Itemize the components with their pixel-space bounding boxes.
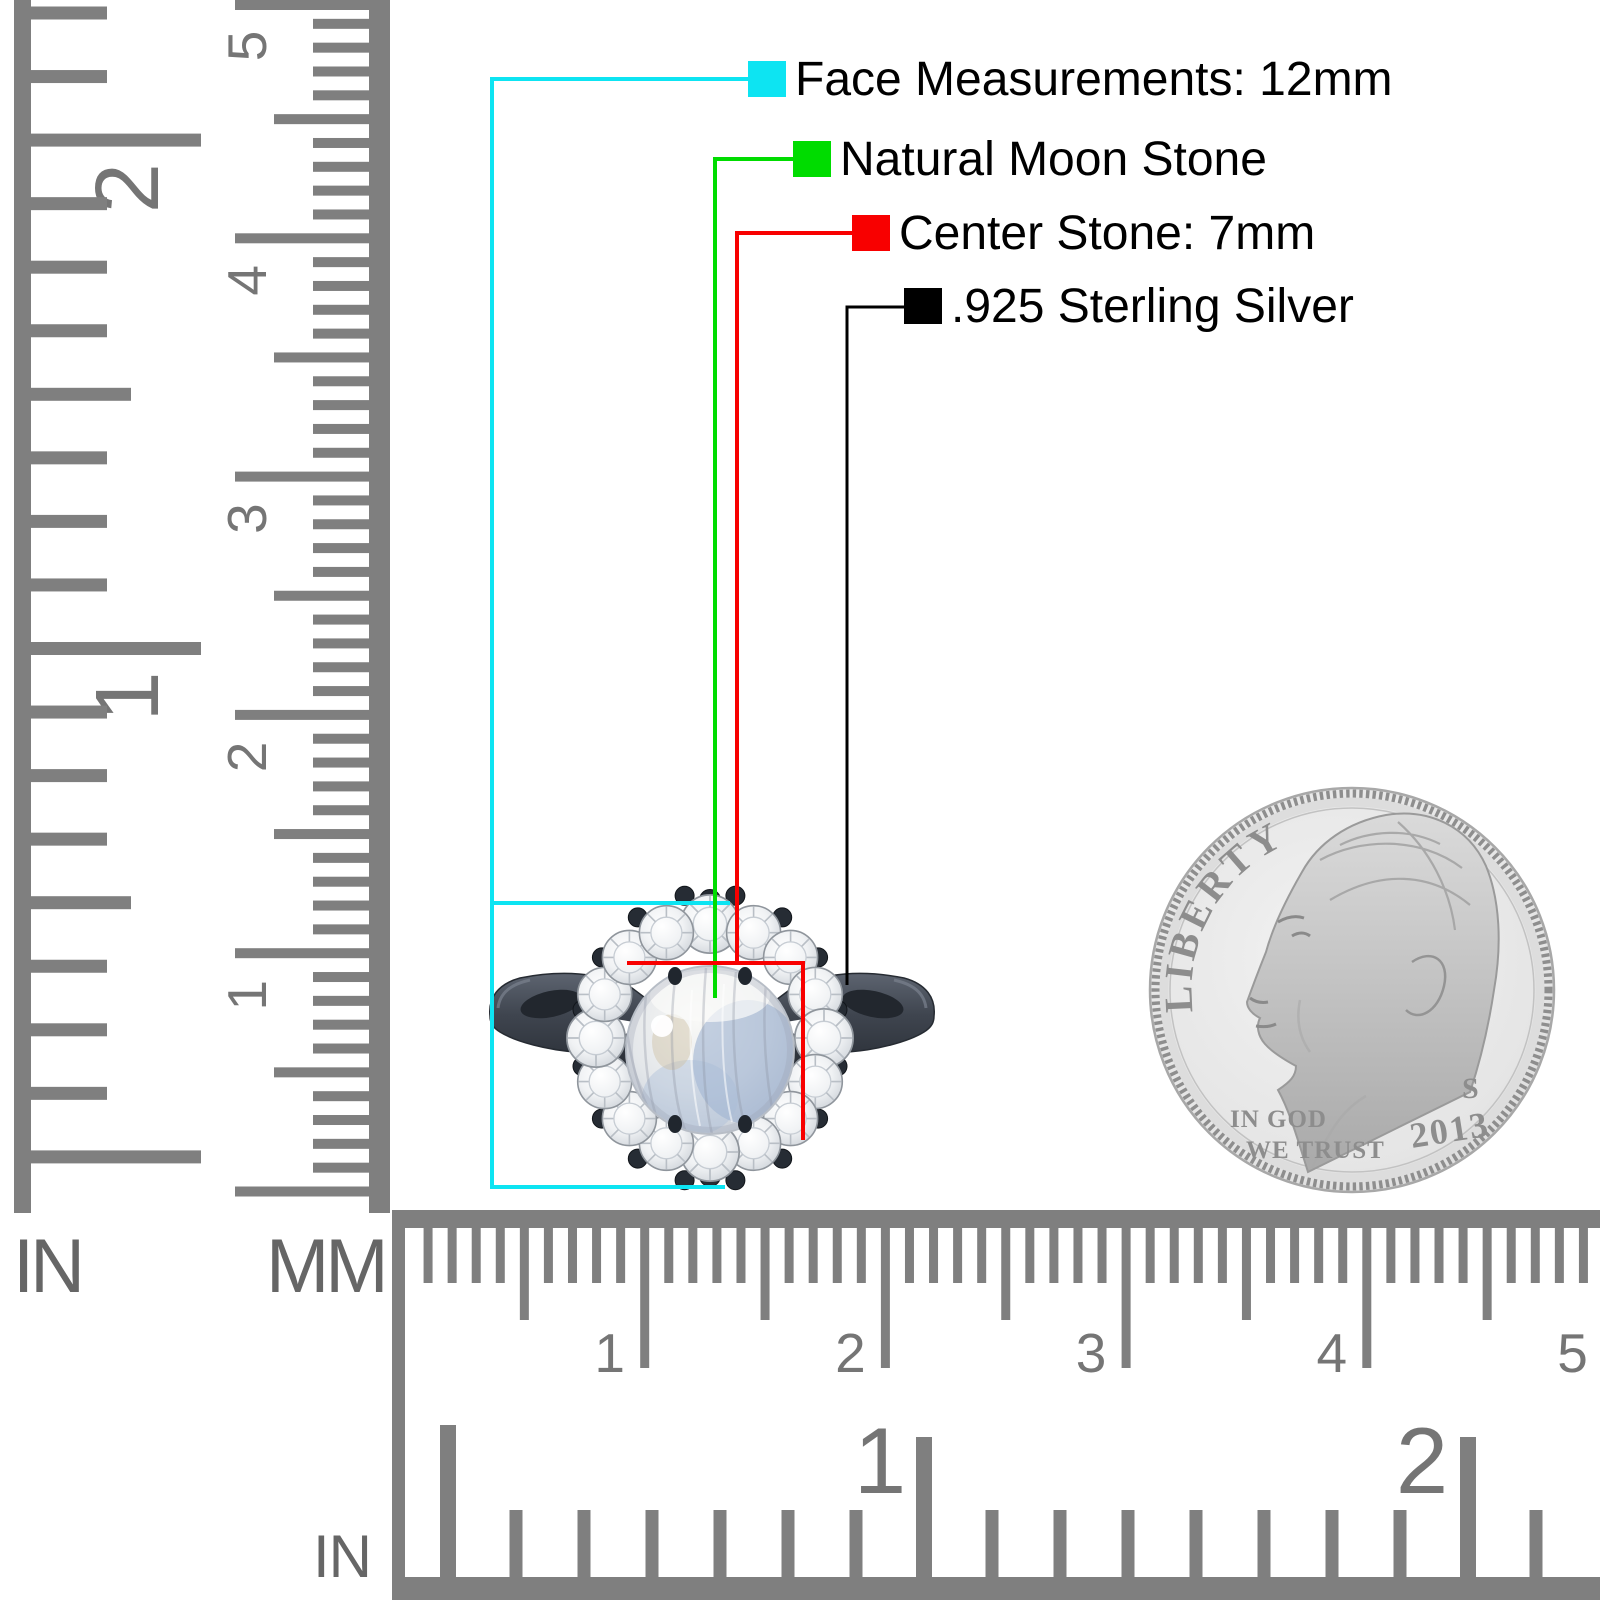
black-swatch-icon: [904, 288, 942, 324]
stone-prongs: [668, 967, 752, 1133]
ruler-number: 2: [1396, 1408, 1448, 1513]
legend-item-center-stone: Center Stone: 7mm: [852, 205, 1315, 261]
legend-item-sterling-silver: .925 Sterling Silver: [904, 278, 1354, 334]
dime-coin: LIBERTY IN GOD WE TRUST 2013 S: [1148, 786, 1556, 1194]
legend-label: Center Stone: 7mm: [899, 206, 1316, 260]
ruler-number: 3: [216, 503, 278, 534]
ruler-number: 1: [594, 1322, 625, 1384]
coin-motto-line1: IN GOD: [1230, 1106, 1327, 1133]
ruler-number: 2: [216, 742, 278, 773]
legend-label: .925 Sterling Silver: [951, 279, 1354, 333]
green-swatch-icon: [793, 141, 831, 177]
ruler-number: 1: [854, 1408, 906, 1513]
mm-ruler-unit-label: MM: [266, 1224, 389, 1309]
inch-ruler-unit-label: IN: [13, 1224, 85, 1309]
ring-illustration: [489, 885, 935, 1191]
ruler-number: 4: [1317, 1322, 1348, 1384]
ruler-number: 1: [216, 980, 278, 1011]
inch-ruler-vertical: 21: [14, 0, 201, 1213]
ruler-number: 4: [216, 265, 278, 296]
legend-label: Natural Moon Stone: [840, 132, 1267, 186]
sterling-silver-line: [845, 305, 904, 985]
mm-ruler-vertical: 5 4 3 2 1: [216, 0, 390, 1213]
bottom-inch-ruler-unit-label: IN: [313, 1523, 372, 1590]
coin-reeded-edge: [1151, 789, 1553, 1191]
ruler-number: 5: [1557, 1322, 1588, 1384]
legend-item-moonstone: Natural Moon Stone: [793, 131, 1267, 187]
moonstone-line: [713, 157, 793, 998]
band-cutout-left: [520, 989, 582, 1019]
red-swatch-icon: [852, 215, 890, 251]
coin-mint-mark: S: [1462, 1072, 1479, 1105]
ruler-number: 2: [835, 1322, 866, 1384]
coin-portrait: [1245, 812, 1500, 1174]
mm-ruler-horizontal: 1 2 3 4 5: [392, 1210, 1600, 1592]
legend-label: Face Measurements: 12mm: [795, 52, 1393, 106]
legend-item-face-measurements: Face Measurements: 12mm: [748, 51, 1393, 107]
ruler-number: 5: [216, 31, 278, 62]
cyan-swatch-icon: [748, 61, 786, 97]
band-cutout-right: [842, 989, 904, 1019]
moonstone: [625, 965, 795, 1135]
coin-motto-line2: WE TRUST: [1246, 1137, 1385, 1164]
ruler-number: 3: [1076, 1322, 1107, 1384]
face-measurement-line: [490, 77, 748, 1189]
center-stone-line: [627, 231, 852, 1140]
annotation-lines: [490, 77, 904, 1189]
